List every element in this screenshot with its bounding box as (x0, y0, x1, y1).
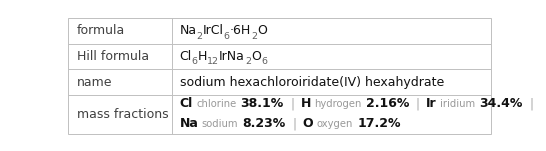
Text: 6: 6 (192, 57, 198, 66)
Text: sodium hexachloroiridate(IV) hexahydrate: sodium hexachloroiridate(IV) hexahydrate (180, 76, 444, 89)
Text: O: O (251, 50, 261, 63)
Text: chlorine: chlorine (196, 99, 236, 109)
Text: oxygen: oxygen (317, 119, 353, 129)
Text: Ir: Ir (426, 97, 437, 110)
Text: formula: formula (76, 24, 125, 37)
Text: name: name (76, 76, 112, 89)
Text: |: | (292, 117, 296, 130)
Text: Cl: Cl (180, 50, 192, 63)
Text: 6: 6 (224, 32, 230, 41)
Text: IrCl: IrCl (203, 24, 224, 37)
Text: 2: 2 (197, 32, 203, 41)
Text: |: | (416, 97, 420, 110)
Text: O: O (257, 24, 267, 37)
Text: 8.23%: 8.23% (242, 117, 286, 130)
Text: O: O (302, 117, 313, 130)
Text: sodium: sodium (202, 119, 238, 129)
Text: 34.4%: 34.4% (479, 97, 523, 110)
Text: Cl: Cl (180, 97, 193, 110)
Text: iridium: iridium (440, 99, 475, 109)
Text: 38.1%: 38.1% (241, 97, 284, 110)
Text: |: | (290, 97, 294, 110)
Text: mass fractions: mass fractions (76, 108, 168, 121)
Text: 2.16%: 2.16% (366, 97, 410, 110)
Text: 2: 2 (245, 57, 251, 66)
Text: Na: Na (180, 117, 198, 130)
Text: H: H (198, 50, 207, 63)
Text: Hill formula: Hill formula (76, 50, 149, 63)
Text: 6: 6 (261, 57, 267, 66)
Text: Na: Na (180, 24, 197, 37)
Text: IrNa: IrNa (219, 50, 245, 63)
Text: 2: 2 (251, 32, 257, 41)
Text: 17.2%: 17.2% (357, 117, 401, 130)
Text: |: | (529, 97, 533, 110)
Text: 12: 12 (207, 57, 219, 66)
Text: H: H (301, 97, 311, 110)
Text: hydrogen: hydrogen (314, 99, 362, 109)
Text: ·6H: ·6H (230, 24, 251, 37)
